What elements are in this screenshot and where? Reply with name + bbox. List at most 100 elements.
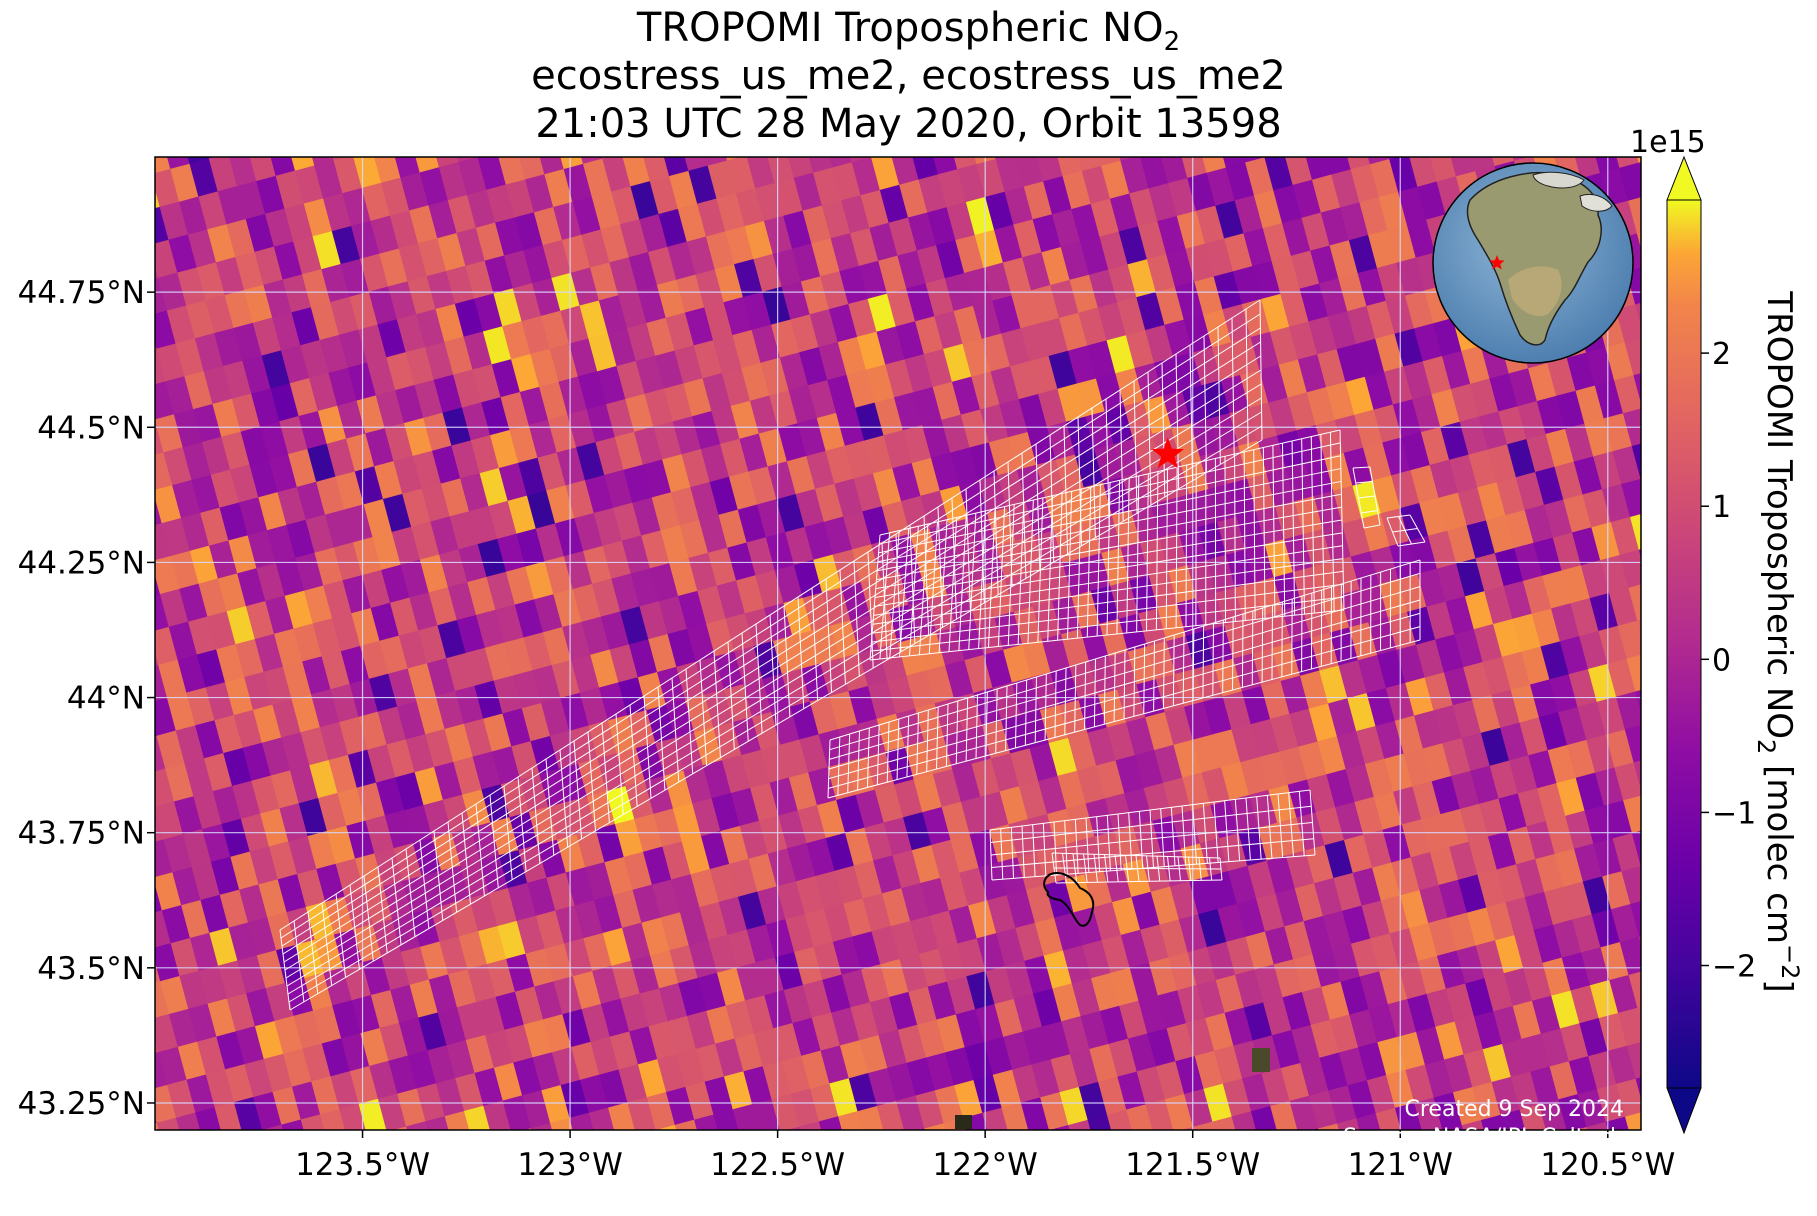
globe-icon — [1433, 163, 1633, 363]
tropomi-pixel — [882, 114, 910, 152]
tropomi-pixel — [637, 1130, 665, 1168]
tropomi-pixel — [1151, 113, 1179, 151]
colorbar: 210−1−2 1e15 TROPOMI Tropospheric NO2 [m… — [1630, 125, 1804, 1133]
tropomi-pixel — [118, 741, 146, 779]
tropomi-pixel — [905, 1129, 933, 1167]
tropomi-pixel — [1299, 1129, 1327, 1167]
tropomi-pixel — [1039, 1163, 1067, 1201]
tropomi-pixel — [124, 916, 152, 954]
credits: Created 9 Sep 2024 Source: NASA/JPL-Calt… — [1343, 1096, 1624, 1152]
tropomi-pixel — [1525, 118, 1553, 156]
tropomi-pixel — [1641, 474, 1669, 512]
tropomi-pixel — [127, 1161, 155, 1199]
tropomi-pixel — [142, 136, 170, 174]
tropomi-pixel — [1645, 1107, 1673, 1145]
tropomi-pixel — [886, 1134, 914, 1172]
tropomi-pixel — [1007, 116, 1035, 154]
no-data-patch-2 — [1252, 1048, 1270, 1072]
tropomi-pixel — [205, 1141, 233, 1179]
tropomi-pixel — [1471, 1153, 1499, 1191]
lon-tick-label: 120.5°W — [1540, 1147, 1675, 1183]
tropomi-pixel — [121, 212, 149, 250]
tropomi-pixel — [1639, 158, 1667, 196]
tropomi-pixel — [656, 1125, 684, 1163]
tropomi-pixel — [1381, 121, 1409, 159]
lon-tick-label: 122.5°W — [710, 1147, 845, 1183]
tropomi-pixel — [1400, 116, 1428, 154]
lat-tick-label: 44°N — [67, 681, 145, 717]
lon-tick-label: 121°W — [1348, 1147, 1453, 1183]
tropomi-pixel — [719, 123, 747, 161]
tropomi-pixel — [684, 1153, 712, 1191]
tropomi-pixel — [1131, 118, 1159, 156]
tropomi-pixel — [1308, 1162, 1336, 1200]
tropomi-pixel — [1275, 114, 1303, 152]
tropomi-pixel — [1256, 120, 1284, 158]
tropomi-pixel — [200, 121, 228, 159]
colorbar-label: TROPOMI Tropospheric NO2 [molec cm−2] — [1752, 290, 1804, 992]
tropomi-pixel — [493, 1134, 521, 1172]
tropomi-pixel — [1049, 1125, 1077, 1163]
colorbar-tick-label: 0 — [1712, 643, 1731, 678]
tropomi-pixel — [1452, 1158, 1480, 1196]
tropomi-pixel — [125, 458, 153, 496]
tropomi-pixel — [1112, 123, 1140, 161]
tropomi-pixel — [122, 987, 150, 1025]
lat-tick-label: 44.5°N — [37, 410, 145, 446]
tropomi-pixel — [847, 1144, 875, 1182]
tropomi-pixel — [344, 117, 372, 155]
tropomi-pixel — [129, 316, 157, 354]
tropomi-pixel — [594, 121, 622, 159]
lat-tick-label: 44.25°N — [18, 545, 145, 581]
tropomi-pixel — [166, 1151, 194, 1189]
tropomi-pixel — [1097, 1148, 1125, 1186]
colorbar-tick-label: −2 — [1712, 950, 1756, 985]
tropomi-pixel — [118, 1128, 146, 1166]
tropomi-pixel — [1639, 545, 1667, 583]
tropomi-pixel — [123, 142, 151, 180]
lon-tick-label: 122°W — [933, 1147, 1038, 1183]
tropomi-pixel — [1639, 932, 1667, 970]
colorbar-extend-max — [1667, 157, 1701, 200]
tropomi-pixel — [122, 600, 150, 638]
source-credit: Source: NASA/JPL-Caltech — [1343, 1124, 1624, 1152]
tropomi-pixel — [867, 1139, 895, 1177]
colorbar-extend-min — [1667, 1088, 1701, 1133]
tropomi-pixel — [454, 1144, 482, 1182]
tropomi-pixel — [469, 119, 497, 157]
colorbar-exponent: 1e15 — [1630, 125, 1706, 160]
tropomi-pixel — [1279, 1134, 1307, 1172]
tropomi-pixel — [1638, 1003, 1666, 1041]
tropomi-pixel — [1260, 1139, 1288, 1177]
tropomi-pixel — [147, 1156, 175, 1194]
tropomi-pixel — [185, 1146, 213, 1184]
tropomi-pixel — [738, 118, 766, 156]
tropomi-pixel — [863, 119, 891, 157]
lon-tick-label: 123°W — [517, 1147, 622, 1183]
lat-tick-label: 43.5°N — [37, 951, 145, 987]
no-data-patch — [955, 1115, 972, 1129]
tropomi-pixel — [665, 1158, 693, 1196]
tropomi-pixel — [118, 354, 146, 392]
tropomi-pixel — [1490, 1148, 1518, 1186]
tropomi-pixel — [435, 1149, 463, 1187]
lon-tick-label: 121.5°W — [1125, 1147, 1260, 1183]
tropomi-pixel — [364, 112, 392, 150]
colorbar-tick-label: 2 — [1712, 337, 1731, 372]
created-date: Created 9 Sep 2024 — [1343, 1096, 1624, 1124]
tropomi-pixel — [1643, 403, 1671, 441]
tropomi-pixel — [252, 1163, 280, 1201]
tropomi-pixel — [1641, 861, 1669, 899]
colorbar-ticks: 210−1−2 — [1701, 337, 1756, 984]
tropomi-pixel — [757, 112, 785, 150]
tropomi-pixel — [224, 1135, 252, 1173]
lat-tick-label: 43.75°N — [18, 816, 145, 852]
tropomi-pixel — [613, 116, 641, 154]
tropomi-pixel — [473, 1139, 501, 1177]
tropomi-pixel — [127, 774, 155, 812]
colorbar-gradient — [1667, 200, 1701, 1088]
tropomi-pixel — [1673, 1134, 1701, 1172]
tropomi-pixel — [987, 121, 1015, 159]
tropomi-pixel — [645, 1163, 673, 1201]
